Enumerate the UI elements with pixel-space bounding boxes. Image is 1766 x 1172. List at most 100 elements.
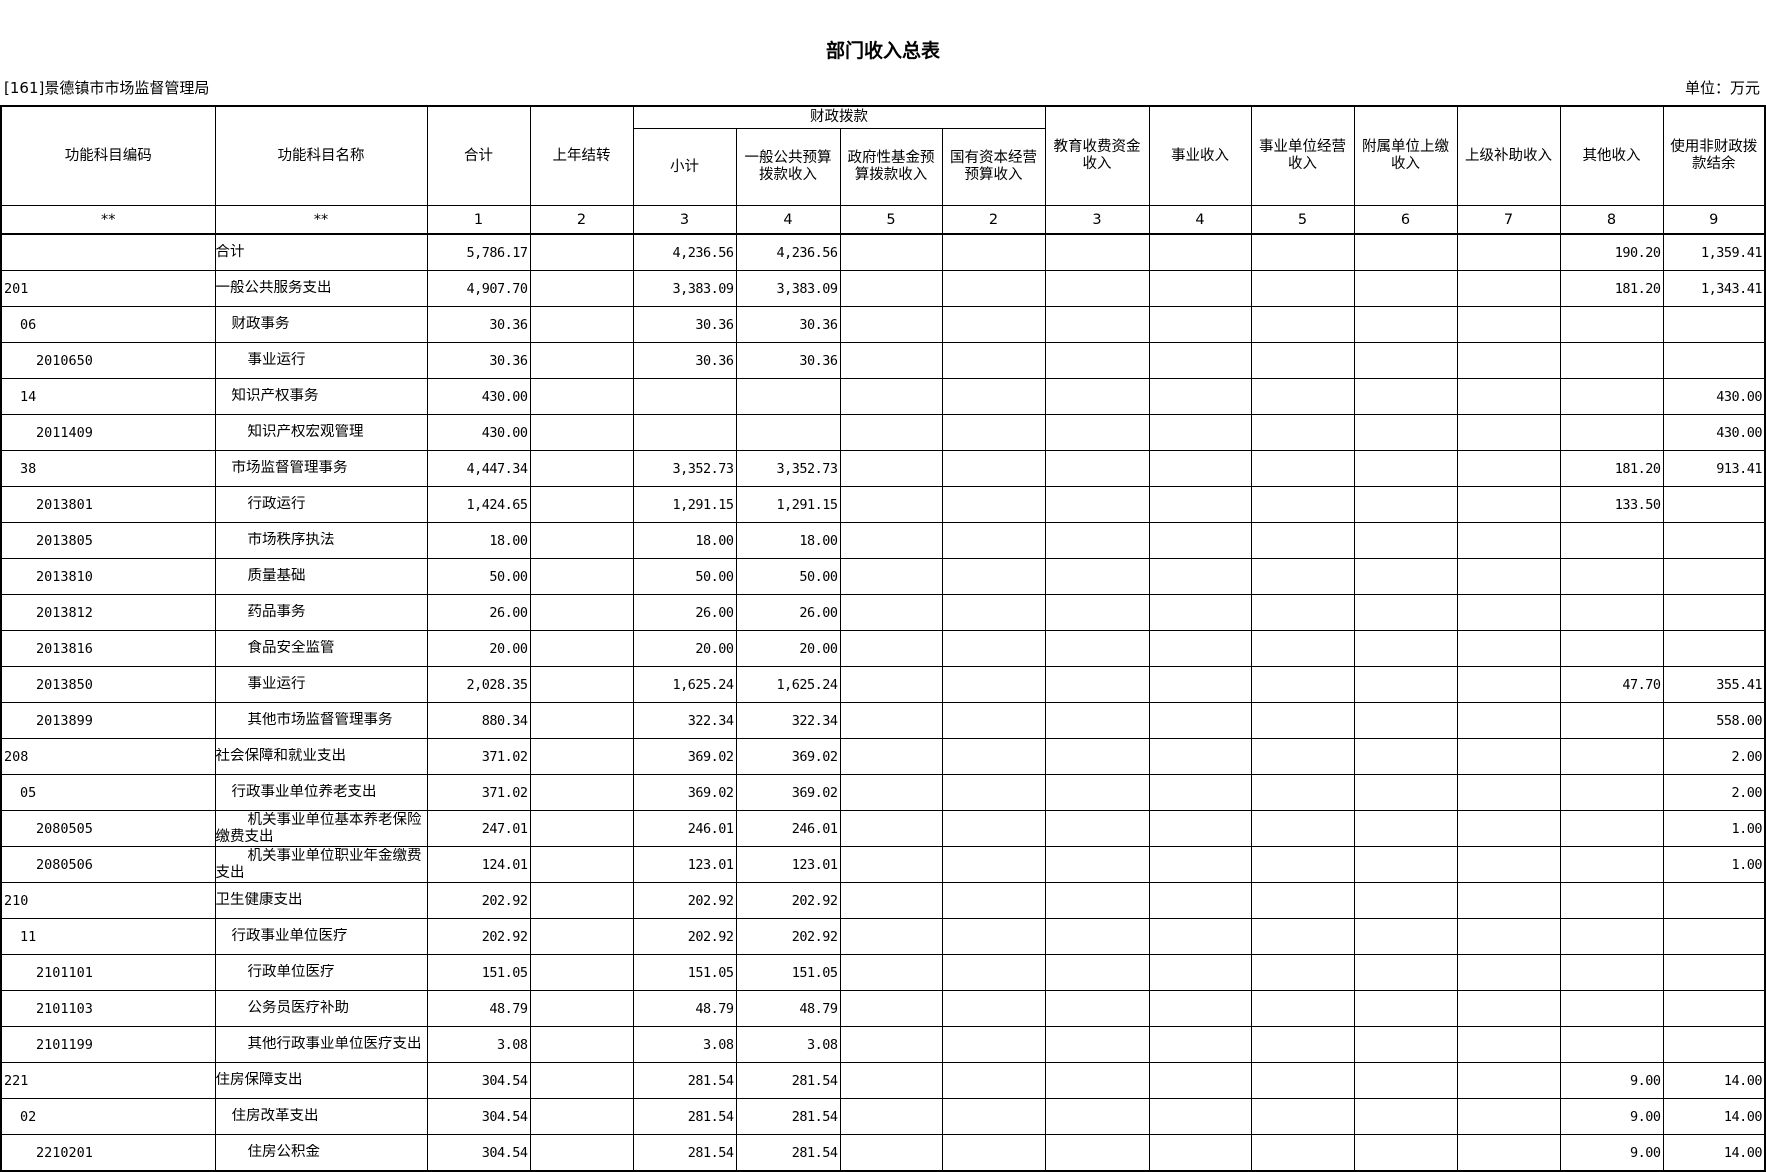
header-ops: 事业单位经营收入 (1250, 105, 1355, 206)
row-name: 机关事业单位基本养老保险缴费支出 (215, 811, 422, 845)
row-value: 190.20 (1559, 233, 1664, 271)
row-value: 281.54 (735, 1062, 841, 1099)
row-name-cell: 财政事务 (214, 306, 428, 343)
table-row: 14 知识产权事务 430.00 430.00 (0, 378, 1766, 415)
row-value: 202.92 (632, 882, 737, 919)
row-value (941, 990, 1046, 1027)
row-value (529, 666, 634, 703)
row-value (1044, 270, 1150, 307)
table-row: 2011409 知识产权宏观管理 430.00 430.00 (0, 414, 1766, 451)
row-value: 181.20 (1559, 270, 1664, 307)
row-value (1559, 774, 1664, 811)
row-value: 26.00 (632, 594, 737, 631)
column-index-cell: 6 (1353, 205, 1458, 235)
row-value (1456, 306, 1561, 343)
row-value (1559, 558, 1664, 595)
row-value (941, 378, 1046, 415)
row-value (941, 233, 1046, 271)
row-value: 26.00 (735, 594, 841, 631)
row-name: 住房保障支出 (215, 1072, 303, 1088)
row-value (529, 954, 634, 991)
row-value (1456, 378, 1561, 415)
row-value (1148, 846, 1252, 883)
row-value: 123.01 (735, 846, 841, 883)
row-value: 30.36 (735, 306, 841, 343)
row-name: 市场秩序执法 (247, 532, 335, 548)
row-value (1044, 774, 1150, 811)
row-value: 202.92 (632, 918, 737, 955)
row-value (941, 522, 1046, 559)
row-value: 369.02 (632, 738, 737, 775)
table-row: 2013801 行政运行 1,424.65 1,291.15 1,291.15 133.5… (0, 486, 1766, 523)
row-value (1044, 702, 1150, 739)
row-value: 151.05 (735, 954, 841, 991)
row-value (1250, 233, 1355, 271)
row-code: 2013805 (0, 522, 216, 559)
row-value: 50.00 (632, 558, 737, 595)
row-name-cell: 其他市场监督管理事务 (214, 702, 428, 739)
row-value (1456, 666, 1561, 703)
row-value (941, 414, 1046, 451)
row-name: 知识产权宏观管理 (247, 424, 364, 440)
row-value (1148, 342, 1252, 379)
header-general: 一般公共预算拨款收入 (735, 128, 841, 206)
row-value (1250, 594, 1355, 631)
row-value (941, 774, 1046, 811)
row-value (1044, 1098, 1150, 1135)
row-value (1456, 990, 1561, 1027)
row-value: 26.00 (426, 594, 531, 631)
row-value (529, 630, 634, 667)
row-value (1250, 342, 1355, 379)
row-value (1456, 486, 1561, 523)
row-value: 202.92 (735, 918, 841, 955)
row-value (1250, 666, 1355, 703)
header-business: 事业收入 (1148, 105, 1252, 206)
row-value (1250, 414, 1355, 451)
row-code: 2013899 (0, 702, 216, 739)
row-value (529, 918, 634, 955)
row-value: 9.00 (1559, 1134, 1664, 1172)
row-value (941, 1098, 1046, 1135)
row-name-cell: 知识产权事务 (214, 378, 428, 415)
column-index-cell: 8 (1559, 205, 1664, 235)
row-value (941, 558, 1046, 595)
unit-label: 单位：万元 (1684, 79, 1760, 97)
row-code: 2010650 (0, 342, 216, 379)
row-value (1456, 702, 1561, 739)
row-value (1353, 522, 1458, 559)
row-value: 246.01 (632, 810, 737, 847)
table-row: 06 财政事务 30.36 30.36 30.36 (0, 306, 1766, 343)
row-value (1353, 414, 1458, 451)
row-value (839, 630, 943, 667)
header-nonfiscal: 使用非财政拨款结余 (1662, 105, 1766, 206)
column-index-cell: ** (0, 205, 216, 235)
row-name: 质量基础 (247, 568, 306, 584)
row-value: 50.00 (426, 558, 531, 595)
header-code: 功能科目编码 (0, 105, 216, 206)
row-value (941, 450, 1046, 487)
row-value: 48.79 (426, 990, 531, 1027)
row-value: 47.70 (1559, 666, 1664, 703)
row-value: 355.41 (1662, 666, 1766, 703)
row-value (1148, 918, 1252, 955)
table-row: 201 一般公共服务支出 4,907.70 3,383.09 3,383.09 181.2… (0, 270, 1766, 307)
row-value (1250, 378, 1355, 415)
row-value (1044, 450, 1150, 487)
row-value (1250, 774, 1355, 811)
row-value (1456, 594, 1561, 631)
row-value (941, 486, 1046, 523)
column-index-cell: 7 (1456, 205, 1561, 235)
row-value (1148, 378, 1252, 415)
header-fiscal-group: 财政拨款 (632, 105, 1046, 129)
row-value (839, 954, 943, 991)
row-value (1353, 774, 1458, 811)
row-value (1250, 270, 1355, 307)
row-code: 2210201 (0, 1134, 216, 1172)
row-value (1559, 522, 1664, 559)
row-name-cell: 行政事业单位养老支出 (214, 774, 428, 811)
row-value (1353, 990, 1458, 1027)
row-value (1044, 810, 1150, 847)
row-value (941, 1134, 1046, 1172)
row-value (632, 414, 737, 451)
row-value (839, 306, 943, 343)
